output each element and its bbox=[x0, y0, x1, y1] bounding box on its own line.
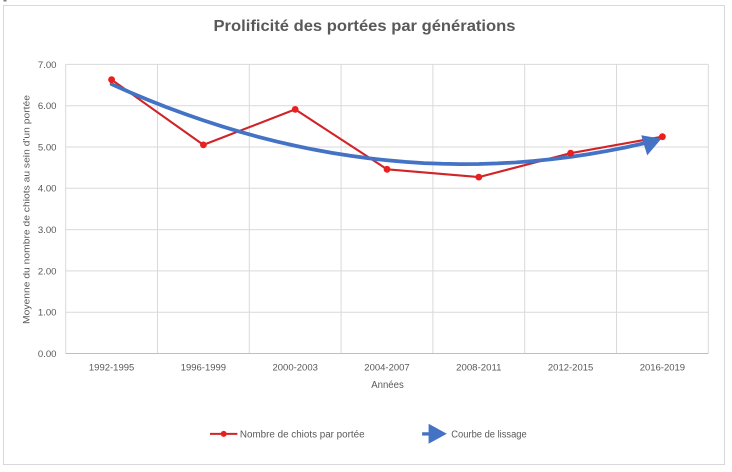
svg-text:Prolificité des portées par gé: Prolificité des portées par générations bbox=[214, 18, 516, 35]
svg-text:1992-1995: 1992-1995 bbox=[89, 363, 134, 374]
svg-text:Courbe de lissage: Courbe de lissage bbox=[451, 429, 527, 440]
svg-text:Années: Années bbox=[371, 380, 404, 391]
svg-text:1996-1999: 1996-1999 bbox=[181, 363, 226, 374]
svg-text:3.00: 3.00 bbox=[38, 225, 57, 236]
svg-text:2008-2011: 2008-2011 bbox=[456, 363, 501, 374]
svg-text:2000-2003: 2000-2003 bbox=[273, 363, 318, 374]
svg-text:4.00: 4.00 bbox=[38, 184, 57, 195]
svg-text:2012-2015: 2012-2015 bbox=[548, 363, 593, 374]
svg-text:2004-2007: 2004-2007 bbox=[364, 363, 409, 374]
svg-text:6.00: 6.00 bbox=[38, 101, 57, 112]
svg-text:Nombre de chiots par portée: Nombre de chiots par portée bbox=[240, 429, 365, 440]
svg-text:1.00: 1.00 bbox=[38, 308, 57, 319]
svg-text:Moyenne du nombre de chiots au: Moyenne du nombre de chiots au sein d'un… bbox=[22, 95, 33, 324]
svg-text:0.00: 0.00 bbox=[38, 349, 57, 360]
svg-text:2016-2019: 2016-2019 bbox=[640, 363, 685, 374]
svg-text:7.00: 7.00 bbox=[38, 60, 57, 71]
svg-text:5.00: 5.00 bbox=[38, 142, 57, 153]
svg-text:2.00: 2.00 bbox=[38, 266, 57, 277]
